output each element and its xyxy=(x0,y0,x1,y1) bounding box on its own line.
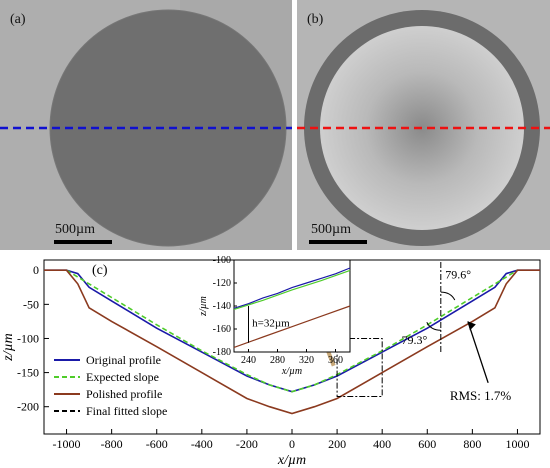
inset-x-tick-label: 280 xyxy=(270,355,285,366)
profile-chart: -1000 -800 -600 -400 -200 0 200 400 600 800 1000 0 -… xyxy=(1,255,541,468)
rms-arrow-head xyxy=(467,321,476,331)
inset-frame xyxy=(233,259,351,353)
annotations-group: 79.6° 79.3° RMS: 1.7% xyxy=(320,262,512,403)
inset-x-tick-label: 360 xyxy=(328,355,343,366)
x-tick-label: 0 xyxy=(289,437,295,451)
micrograph-a-image xyxy=(0,0,292,250)
panel-b-label: (b) xyxy=(307,12,324,27)
inset-chart: 240 280 320 360 -100 -120 -140 -160 -180 x/µm z/µm… xyxy=(198,255,351,377)
x-tick-label: 600 xyxy=(418,437,436,451)
legend-label: Original profile xyxy=(86,353,161,367)
inset-x-tick-label: 320 xyxy=(299,355,314,366)
scale-bar-a xyxy=(54,240,112,244)
rms-label: RMS: 1.7% xyxy=(450,388,512,403)
legend-label: Expected slope xyxy=(86,370,159,384)
micrograph-panel-b: (b) 500µm xyxy=(297,0,550,250)
legend-label: Polished profile xyxy=(86,387,162,401)
legend-label: Final fitted slope xyxy=(86,404,167,418)
legend: Original profile Expected slope Polished p… xyxy=(54,353,167,418)
micrograph-panel-a: (a) 500µm xyxy=(0,0,292,250)
x-tick-label: 400 xyxy=(373,437,391,451)
y-tick-label: -150 xyxy=(17,366,39,380)
series-line-expected-slope xyxy=(66,269,518,393)
panel-c-label: (c) xyxy=(92,263,108,278)
x-axis-label: x/µm xyxy=(277,453,306,468)
angle-bottom-label: 79.3° xyxy=(401,333,427,347)
inset-x-tick-label: 240 xyxy=(241,355,256,366)
y-axis-label: z/µm xyxy=(1,333,16,362)
y-tick-label: -200 xyxy=(17,400,39,414)
inset-y-label: z/µm xyxy=(198,296,209,317)
series-line-polished-profile xyxy=(44,269,540,415)
micrograph-b-image xyxy=(297,10,550,246)
y-tick-label: -50 xyxy=(23,297,39,311)
inset-y-tick-label: -180 xyxy=(213,347,231,358)
x-tick-label: -200 xyxy=(236,437,258,451)
scale-label-a: 500µm xyxy=(55,222,95,237)
x-tick-label: 1000 xyxy=(505,437,529,451)
x-tick-label: 200 xyxy=(328,437,346,451)
angle-bottom-arc xyxy=(426,322,441,331)
inset-y-tick-label: -120 xyxy=(213,278,231,289)
inset-height-label: h=32µm xyxy=(252,318,290,330)
x-tick-label: -800 xyxy=(101,437,123,451)
scale-label-b: 500µm xyxy=(311,222,351,237)
series-group xyxy=(44,269,540,415)
inset-series-original-profile xyxy=(233,267,351,309)
panel-a-label: (a) xyxy=(10,12,26,27)
inset-series-polished-profile xyxy=(233,305,351,348)
angle-top-label: 79.6° xyxy=(445,267,471,281)
inset-y-tick-label: -160 xyxy=(213,324,231,335)
x-tick-label: -400 xyxy=(191,437,213,451)
inset-series-expected-slope xyxy=(233,269,351,310)
inset-x-label: x/µm xyxy=(281,366,302,377)
etched-disk-original xyxy=(50,10,286,246)
inset-y-tick-label: -140 xyxy=(213,301,231,312)
x-tick-label: -1000 xyxy=(53,437,81,451)
y-tick-label: -100 xyxy=(17,331,39,345)
angle-top-arc xyxy=(440,291,456,301)
x-tick-label: -600 xyxy=(146,437,168,451)
inset-y-tick-label: -100 xyxy=(213,255,231,266)
axis-ticks: -1000 -800 -600 -400 -200 0 200 400 600 800 1000 0 -… xyxy=(17,263,529,451)
rms-arrow-line xyxy=(467,321,489,384)
x-tick-label: 800 xyxy=(463,437,481,451)
y-tick-label: 0 xyxy=(33,263,39,277)
zoom-region-box xyxy=(336,337,383,397)
scale-bar-b xyxy=(309,240,367,244)
